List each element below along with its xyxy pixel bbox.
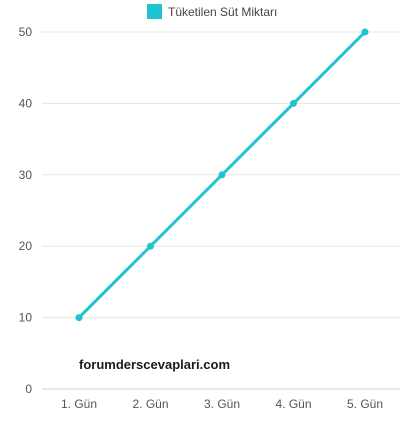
data-point [147, 242, 154, 250]
x-tick-label: 2. Gün [132, 397, 168, 411]
y-tick-label: 50 [19, 25, 33, 39]
y-tick-label: 20 [19, 239, 33, 253]
legend-swatch [147, 4, 162, 19]
data-point [75, 314, 83, 322]
y-axis-ticks: 0 10 20 30 40 50 [19, 25, 33, 396]
data-point [361, 28, 369, 36]
y-tick-label: 40 [19, 96, 33, 110]
y-tick-label: 30 [19, 168, 33, 182]
x-tick-label: 1. Gün [61, 397, 97, 411]
y-tick-label: 0 [25, 382, 32, 396]
gridlines [42, 31, 400, 390]
watermark-text: forumderscevaplari.com [79, 357, 230, 372]
x-axis-ticks: 1. Gün 2. Gün 3. Gün 4. Gün 5. Gün [61, 397, 383, 411]
x-tick-label: 5. Gün [347, 397, 383, 411]
legend-label: Tüketilen Süt Miktarı [168, 5, 277, 19]
data-point [290, 99, 297, 107]
data-point [218, 171, 226, 179]
chart-legend: Tüketilen Süt Miktarı [147, 4, 277, 19]
series-layer [75, 28, 369, 322]
y-tick-label: 10 [19, 311, 33, 325]
x-tick-label: 4. Gün [275, 397, 311, 411]
x-tick-label: 3. Gün [204, 397, 240, 411]
